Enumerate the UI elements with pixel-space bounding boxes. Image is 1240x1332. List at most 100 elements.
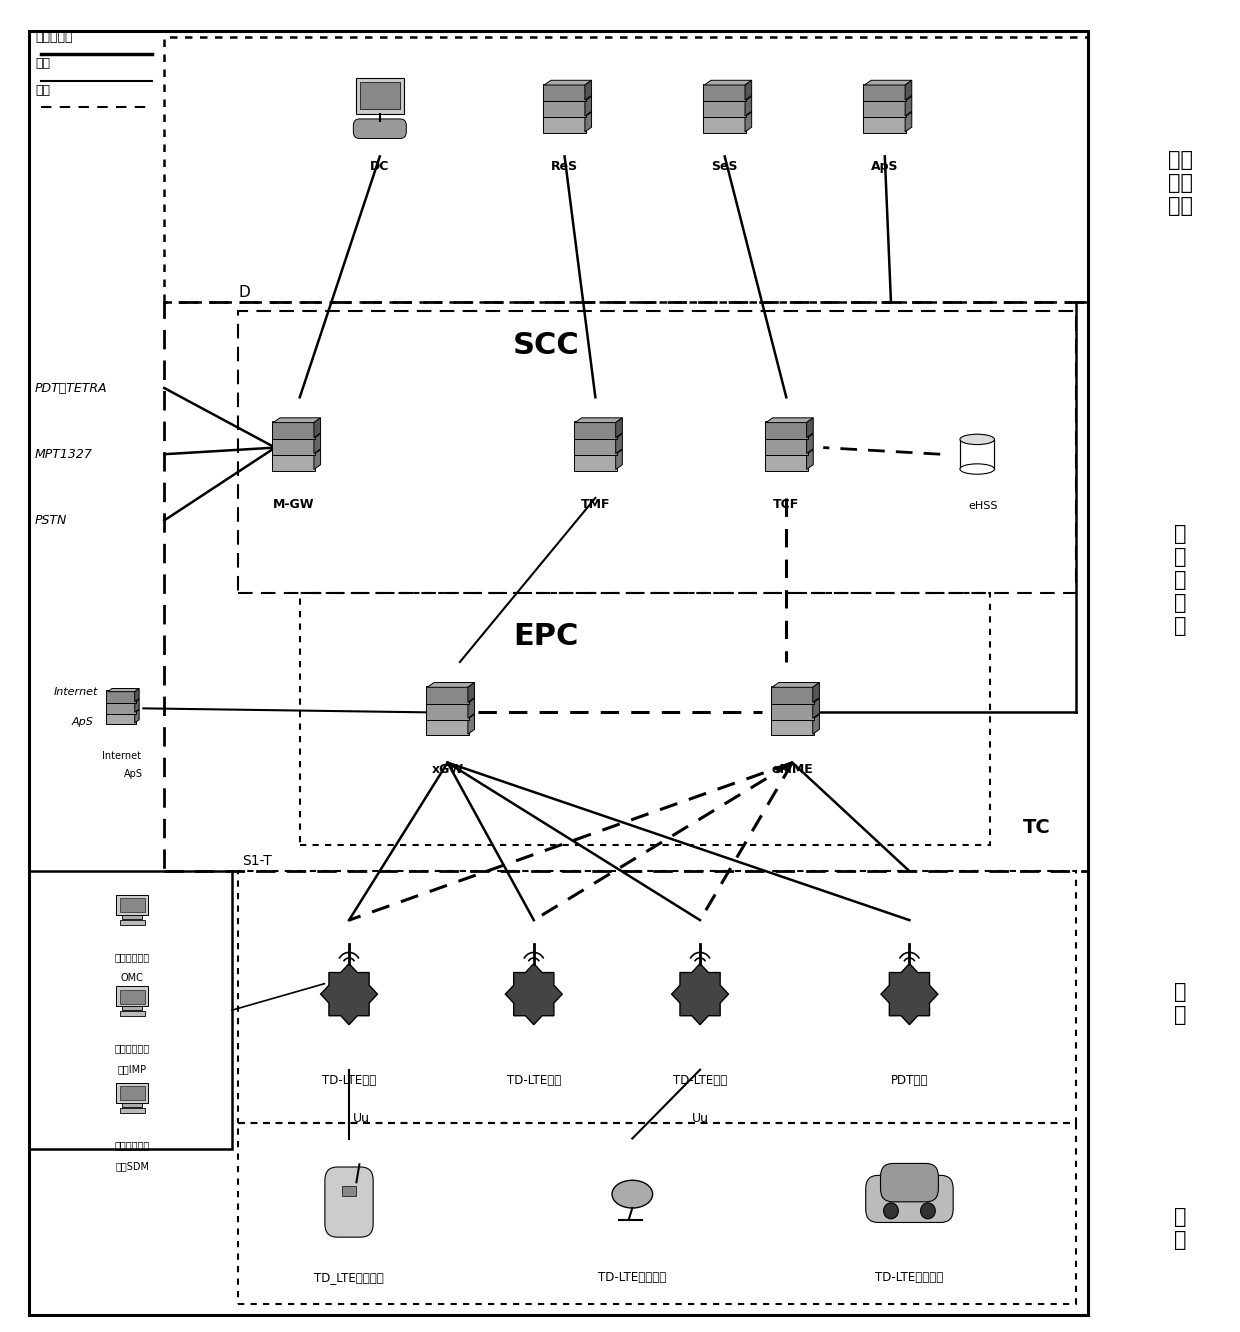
Text: 操作维护中心: 操作维护中心 (114, 952, 150, 962)
FancyBboxPatch shape (880, 1163, 939, 1201)
Polygon shape (108, 710, 139, 713)
Polygon shape (880, 963, 937, 1024)
Text: Internet: Internet (102, 751, 140, 761)
Bar (238, 312, 1076, 593)
Text: xGW: xGW (432, 763, 464, 775)
Polygon shape (905, 80, 911, 100)
FancyBboxPatch shape (107, 711, 136, 725)
Text: TD_LTE集群终端: TD_LTE集群终端 (314, 1271, 384, 1284)
FancyBboxPatch shape (863, 100, 906, 117)
Text: TD-LTE基站: TD-LTE基站 (673, 1074, 727, 1087)
Polygon shape (745, 80, 751, 100)
Text: ReS: ReS (551, 160, 578, 173)
Bar (342, 1187, 356, 1196)
Polygon shape (575, 450, 622, 454)
Polygon shape (766, 450, 813, 454)
Polygon shape (773, 698, 820, 703)
Text: Internet: Internet (53, 687, 98, 698)
Text: 信令和媒体: 信令和媒体 (35, 31, 72, 44)
Bar (238, 1123, 1076, 1304)
Bar (123, 1103, 143, 1107)
FancyBboxPatch shape (866, 1175, 954, 1223)
FancyBboxPatch shape (574, 437, 618, 454)
Polygon shape (773, 682, 820, 687)
Text: 集
群
核
心
网: 集 群 核 心 网 (1174, 523, 1187, 637)
Text: ApS: ApS (124, 770, 143, 779)
Polygon shape (314, 450, 321, 469)
Polygon shape (704, 96, 751, 101)
Circle shape (920, 1203, 935, 1219)
Text: PSTN: PSTN (35, 514, 67, 527)
FancyBboxPatch shape (765, 437, 807, 454)
Bar (120, 899, 145, 912)
Text: PDT、TETRA: PDT、TETRA (35, 381, 108, 394)
Polygon shape (812, 682, 820, 702)
Polygon shape (544, 112, 591, 117)
Polygon shape (506, 963, 562, 1024)
FancyBboxPatch shape (107, 701, 136, 714)
Text: 调度
应用
平台: 调度 应用 平台 (1168, 149, 1193, 216)
Text: 签约数据管理: 签约数据管理 (114, 1140, 150, 1150)
Polygon shape (812, 714, 820, 734)
Bar (29, 31, 1087, 1315)
FancyBboxPatch shape (703, 100, 746, 117)
Polygon shape (766, 434, 813, 438)
Ellipse shape (613, 1180, 652, 1208)
Text: eMME: eMME (771, 763, 813, 775)
Ellipse shape (960, 464, 994, 474)
Text: D: D (238, 285, 250, 300)
Polygon shape (273, 434, 321, 438)
Polygon shape (585, 96, 591, 116)
Bar (356, 79, 404, 115)
Text: eHSS: eHSS (968, 501, 998, 510)
Text: 综合监管调度: 综合监管调度 (114, 1043, 150, 1054)
Polygon shape (108, 689, 139, 691)
Polygon shape (585, 112, 591, 132)
Bar (29, 871, 232, 1150)
Text: DC: DC (370, 160, 389, 173)
Bar (120, 1011, 145, 1016)
FancyBboxPatch shape (543, 116, 587, 133)
Polygon shape (773, 714, 820, 719)
Polygon shape (273, 418, 321, 422)
Text: TD-LTE基站: TD-LTE基站 (507, 1074, 560, 1087)
FancyBboxPatch shape (427, 686, 469, 703)
Text: M-GW: M-GW (273, 498, 315, 511)
Text: 平台IMP: 平台IMP (118, 1064, 146, 1075)
Polygon shape (616, 450, 622, 469)
Bar (117, 895, 149, 915)
Polygon shape (585, 80, 591, 100)
Polygon shape (672, 963, 729, 1024)
Bar (120, 1108, 145, 1112)
Text: PDT基站: PDT基站 (890, 1074, 928, 1087)
Polygon shape (745, 112, 751, 132)
Bar (120, 1087, 145, 1100)
Polygon shape (544, 80, 591, 85)
FancyBboxPatch shape (771, 702, 813, 719)
Polygon shape (864, 96, 911, 101)
Polygon shape (806, 450, 813, 469)
FancyBboxPatch shape (427, 718, 469, 735)
Polygon shape (135, 710, 139, 723)
Polygon shape (321, 963, 377, 1024)
Text: 信令: 信令 (35, 84, 50, 97)
FancyBboxPatch shape (574, 421, 618, 440)
FancyBboxPatch shape (272, 437, 315, 454)
Polygon shape (273, 450, 321, 454)
Circle shape (884, 1203, 898, 1219)
Text: ApS: ApS (72, 717, 94, 726)
Polygon shape (428, 714, 475, 719)
Text: TD-LTE车载终端: TD-LTE车载终端 (875, 1271, 944, 1284)
Bar (120, 990, 145, 1003)
Text: 终
端: 终 端 (1174, 1207, 1187, 1251)
FancyBboxPatch shape (703, 116, 746, 133)
Text: ApS: ApS (870, 160, 899, 173)
Text: TCF: TCF (774, 498, 800, 511)
Ellipse shape (960, 434, 994, 445)
Text: TD-LTE数据终端: TD-LTE数据终端 (598, 1271, 666, 1284)
FancyBboxPatch shape (574, 453, 618, 470)
Bar (300, 593, 990, 844)
Bar (238, 871, 1076, 1123)
Text: TMF: TMF (580, 498, 610, 511)
FancyBboxPatch shape (765, 453, 807, 470)
